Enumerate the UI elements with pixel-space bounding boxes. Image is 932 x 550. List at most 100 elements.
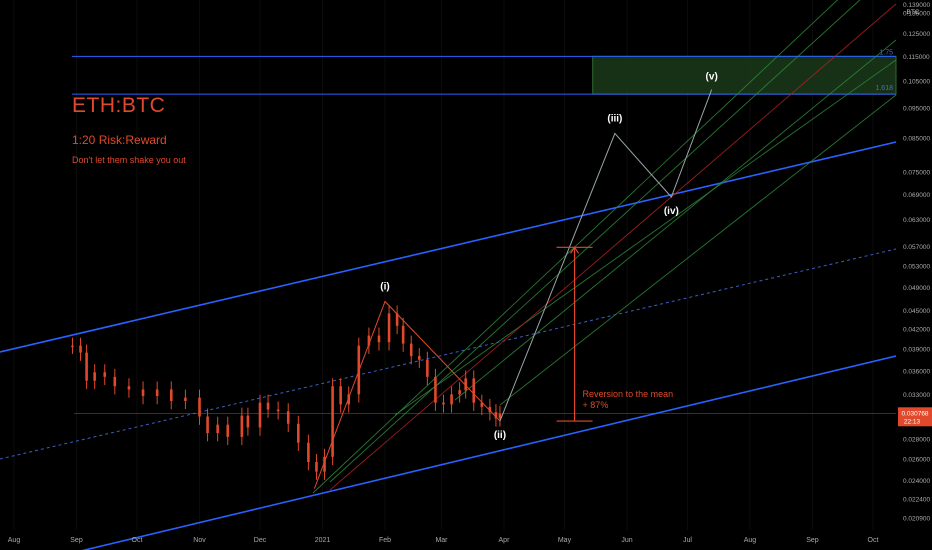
annotation-text: Reversion to the mean [583,389,674,399]
candle-body [276,409,280,412]
y-tick-label: 0.042000 [903,327,930,334]
candle-body [71,345,74,348]
chart-title: ETH:BTC [72,94,166,117]
candle-body [331,386,334,457]
candle-body [323,456,326,472]
price-channel [0,141,897,550]
y-tick-label: 0.020900 [903,516,930,523]
price-badge-value: 0.030768 [901,410,928,417]
candle-body [450,394,453,405]
x-tick-label: Oct [132,537,143,544]
candle-body [395,313,399,326]
wave-label: (iii) [607,113,622,124]
x-tick-label: Aug [744,537,757,544]
candle-body [494,412,498,419]
x-tick-label: Mar [435,537,448,544]
candle-body [464,378,467,391]
wave-labels: (i) (ii) (iii) (iv) (v) [380,72,717,441]
x-tick-label: Sep [70,537,83,544]
candle-body [141,389,145,396]
pitchfork-line [329,3,897,491]
wave-label: (v) [706,72,718,83]
y-tick-label: 0.085000 [903,136,930,143]
target-zone: 1.75 1.618 [72,49,897,95]
candle-body [246,415,250,428]
candle-body [258,402,262,428]
candle-body [226,424,230,437]
candle-body [206,416,209,434]
candle-body [169,389,173,401]
candle-body [266,402,270,410]
fib-bottom-label: 1.618 [875,85,893,92]
y-tick-label: 0.022400 [903,497,930,504]
candle-body [434,376,437,403]
measure-arrow [570,246,580,254]
x-tick-label: Nov [193,537,206,544]
x-tick-label: Aug [8,537,21,544]
wave-label: (iv) [664,206,679,217]
y-tick-label: 0.095000 [903,106,930,113]
candle-body [401,325,405,344]
candle-body [93,372,96,381]
candle-body [367,335,371,346]
candle-body [184,397,187,401]
price-badge-countdown: 22:13 [904,418,921,425]
pitchfork-line [329,0,861,483]
y-tick-label: 0.135000 [903,10,930,17]
candle-body [472,378,476,403]
x-tick-label: May [558,537,572,544]
y-tick-label: 0.036000 [903,368,930,375]
annotation-pct: + 87% [583,400,609,410]
pitchfork-line [454,39,897,401]
y-tick-label: 0.115000 [903,54,930,61]
candle-body [155,389,159,396]
candle-body [417,356,421,360]
candle-body [113,376,117,387]
candle-body [85,352,88,381]
candle-body [127,386,131,390]
candle-body [498,413,502,419]
y-tick-label: 0.045000 [903,308,930,315]
wave-projection: Reversion to the mean+ 87% [313,89,713,489]
candle-body [387,313,391,343]
y-tick-label: 0.125000 [903,31,930,38]
currency-label: BTC [907,9,920,16]
candle-body [488,406,492,413]
y-tick-label: 0.053000 [903,264,930,271]
x-tick-label: Jun [621,537,632,544]
x-tick-label: 2021 [315,537,331,544]
y-tick-label: 0.024000 [903,478,930,485]
chart-subtitle: 1:20 Risk:Reward [72,133,167,147]
price-badge [898,407,932,427]
x-tick-label: Jul [683,537,692,544]
target-zone-box [592,55,897,95]
candle-body [297,423,300,443]
candle-body [79,345,82,353]
y-tick-label: 0.057000 [903,244,930,251]
y-tick-label: 0.075000 [903,170,930,177]
candle-body [347,394,351,405]
candle-body [307,442,310,463]
wave-projection-line [499,89,713,422]
candle-body [103,372,107,377]
x-tick-label: Oct [868,537,879,544]
wave-label: (ii) [494,430,506,441]
fib-top-label: 1.75 [879,49,893,56]
candle-body [377,335,381,343]
pitchfork-line [312,0,839,494]
x-tick-label: Sep [806,537,819,544]
channel-lower-line [81,355,897,550]
y-tick-label: 0.105000 [903,78,930,85]
y-tick-label: 0.049000 [903,285,930,292]
candle-body [480,402,484,407]
pitchfork [312,0,897,494]
y-tick-label: 0.033000 [903,392,930,399]
channel-upper-line [0,141,897,353]
candle-body [442,402,445,405]
candle-body [458,390,461,395]
channel-mid-line [0,248,897,460]
y-tick-label: 0.063000 [903,217,930,224]
chart-note: Don't let them shake you out [72,155,186,165]
candle-body [315,462,318,472]
